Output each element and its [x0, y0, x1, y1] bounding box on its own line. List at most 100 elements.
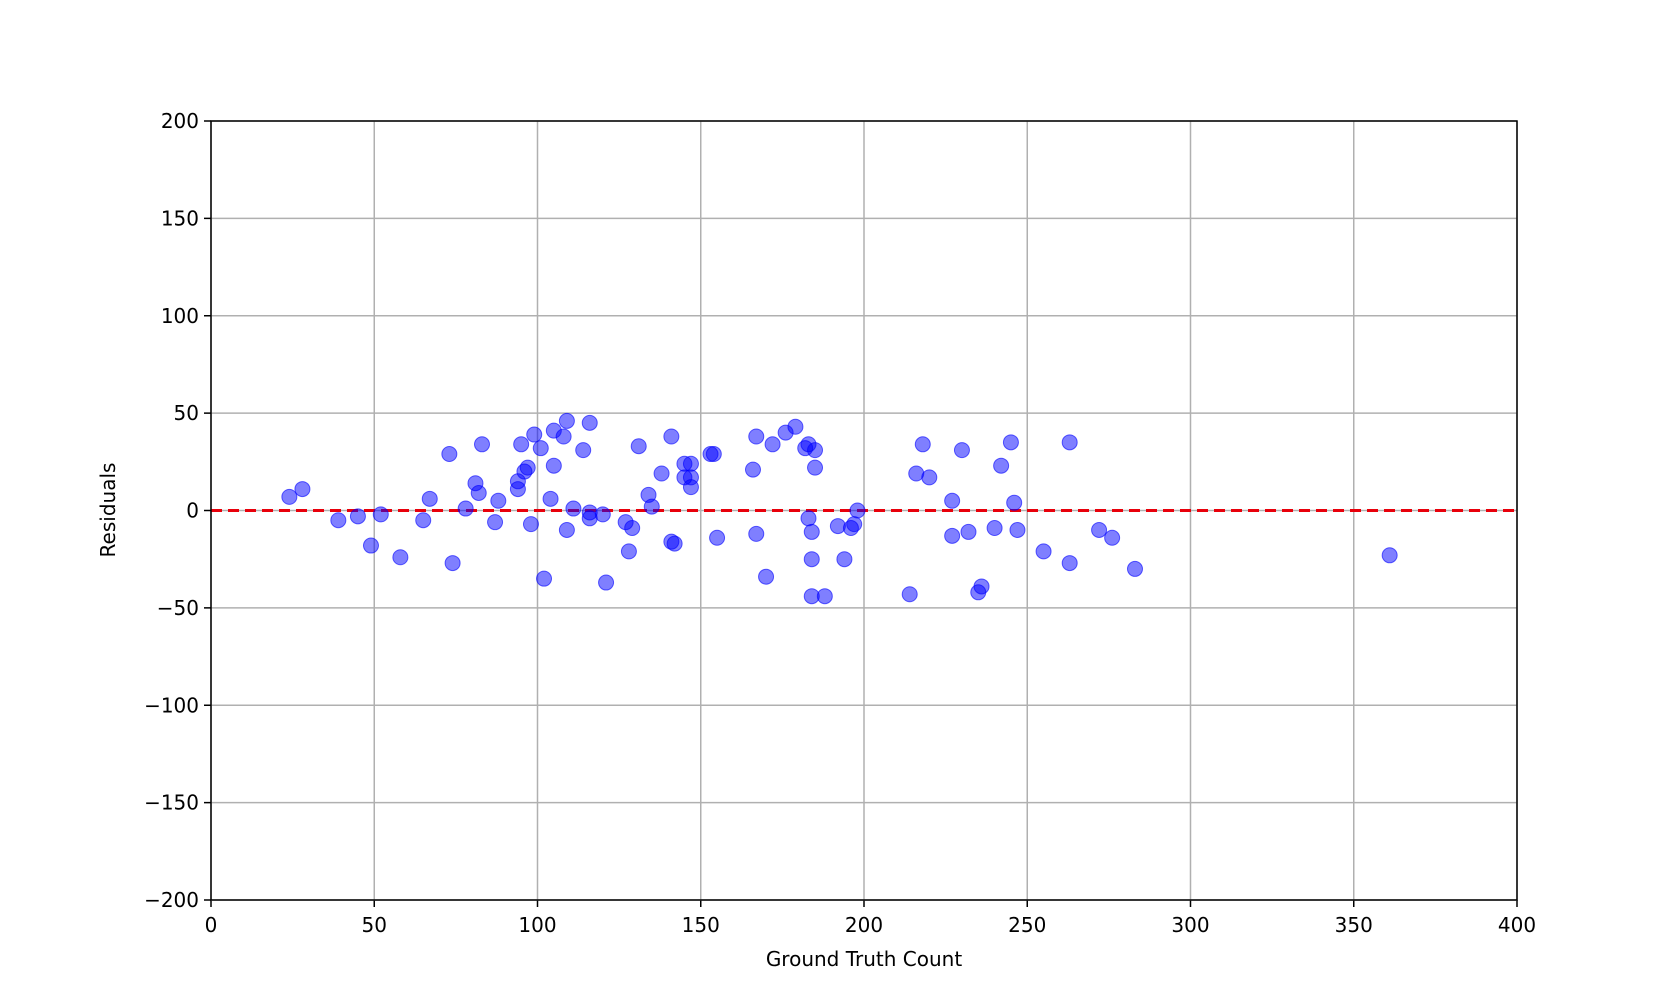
point — [901, 586, 918, 603]
point — [764, 436, 781, 453]
point — [532, 440, 549, 457]
point — [748, 525, 765, 542]
point — [457, 500, 474, 517]
point — [421, 490, 438, 507]
point — [846, 516, 863, 533]
point — [1002, 434, 1019, 451]
plot-frame — [210, 120, 1518, 901]
point — [555, 428, 572, 445]
point — [682, 479, 699, 496]
point — [487, 514, 504, 531]
point — [944, 492, 961, 509]
point — [1009, 521, 1026, 538]
point — [1381, 547, 1398, 564]
y-tick-label: 0 — [186, 499, 199, 523]
x-axis-label: Ground Truth Count — [766, 947, 963, 971]
point — [748, 428, 765, 445]
point — [444, 555, 461, 572]
x-tick-label: 150 — [682, 913, 720, 937]
x-tick-label: 400 — [1498, 913, 1536, 937]
point — [542, 490, 559, 507]
point — [330, 512, 347, 529]
point — [1104, 529, 1121, 546]
point — [682, 455, 699, 472]
point — [575, 442, 592, 459]
point — [803, 523, 820, 540]
point — [800, 510, 817, 527]
x-tick-label: 300 — [1171, 913, 1209, 937]
x-tick-label: 250 — [1008, 913, 1046, 937]
point — [594, 506, 611, 523]
y-tick-label: 50 — [174, 401, 199, 425]
point — [666, 535, 683, 552]
point — [1091, 521, 1108, 538]
point — [545, 457, 562, 474]
point — [836, 551, 853, 568]
point — [470, 484, 487, 501]
point — [653, 465, 670, 482]
point — [993, 457, 1010, 474]
point — [598, 574, 615, 591]
point — [294, 481, 311, 498]
y-axis-label: Residuals — [96, 463, 120, 558]
y-tick-label: 200 — [161, 109, 199, 133]
point — [986, 520, 1003, 537]
x-tick-label: 350 — [1335, 913, 1373, 937]
point — [473, 436, 490, 453]
point — [490, 492, 507, 509]
point — [849, 502, 866, 519]
point — [620, 543, 637, 560]
point — [372, 506, 389, 523]
point — [281, 488, 298, 505]
y-tick-label: −100 — [144, 693, 199, 717]
x-tick-label: 0 — [205, 913, 218, 937]
point — [565, 500, 582, 517]
y-tick-label: −50 — [157, 596, 199, 620]
point — [643, 498, 660, 515]
point — [624, 520, 641, 537]
point — [921, 469, 938, 486]
point — [1035, 543, 1052, 560]
point — [441, 446, 458, 463]
point — [1061, 434, 1078, 451]
y-tick-label: −200 — [144, 888, 199, 912]
point — [362, 537, 379, 554]
x-tick-label: 200 — [845, 913, 883, 937]
point — [816, 588, 833, 605]
point — [803, 551, 820, 568]
y-tick-label: 100 — [161, 304, 199, 328]
point — [522, 516, 539, 533]
point — [787, 418, 804, 435]
point — [758, 568, 775, 585]
point — [960, 523, 977, 540]
y-tick-label: 150 — [161, 206, 199, 230]
y-tick-label: −150 — [144, 791, 199, 815]
point — [519, 459, 536, 476]
point — [663, 428, 680, 445]
x-tick-label: 50 — [362, 913, 387, 937]
point — [558, 412, 575, 429]
point — [914, 436, 931, 453]
point — [581, 414, 598, 431]
point — [415, 512, 432, 529]
point — [349, 508, 366, 525]
point — [1061, 555, 1078, 572]
point — [807, 442, 824, 459]
point — [1006, 494, 1023, 511]
point — [807, 459, 824, 476]
point — [392, 549, 409, 566]
point — [630, 438, 647, 455]
point — [526, 426, 543, 443]
point — [709, 529, 726, 546]
point — [744, 461, 761, 478]
point — [829, 518, 846, 535]
point — [953, 442, 970, 459]
point — [1126, 560, 1143, 577]
point — [973, 578, 990, 595]
point — [536, 570, 553, 587]
point — [558, 521, 575, 538]
point — [705, 446, 722, 463]
point — [944, 527, 961, 544]
